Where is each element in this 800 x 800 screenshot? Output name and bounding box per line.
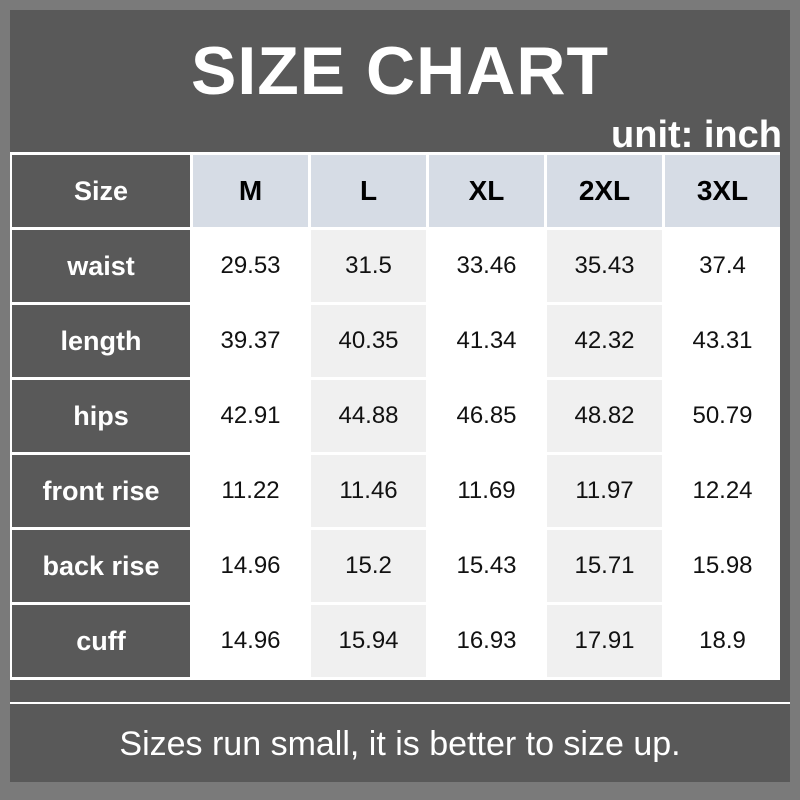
measurement-cell: 12.24 [662,452,780,530]
measurement-cell: 15.2 [308,527,429,605]
footer-note: Sizes run small, it is better to size up… [10,702,790,784]
table-row: back rise 14.96 15.2 15.43 15.71 15.98 [10,527,780,605]
size-header: 3XL [662,152,780,230]
measurement-cell: 29.53 [190,227,311,305]
row-label: waist [10,227,193,305]
size-chart: SIZE CHART unit: inch Size M L XL 2XL 3XL wais… [10,10,790,782]
table-row: front rise 11.22 11.46 11.69 11.97 12.24 [10,452,780,530]
size-header: XL [426,152,547,230]
measurement-cell: 39.37 [190,302,311,380]
table-row: waist 29.53 31.5 33.46 35.43 37.4 [10,227,780,305]
table-row: hips 42.91 44.88 46.85 48.82 50.79 [10,377,780,455]
row-label: cuff [10,602,193,680]
size-table: Size M L XL 2XL 3XL waist 29.53 31.5 33.46 35.43 37… [10,152,780,680]
measurement-cell: 40.35 [308,302,429,380]
measurement-cell: 31.5 [308,227,429,305]
measurement-cell: 15.43 [426,527,547,605]
measurement-cell: 15.98 [662,527,780,605]
measurement-cell: 46.85 [426,377,547,455]
measurement-cell: 11.46 [308,452,429,530]
measurement-cell: 41.34 [426,302,547,380]
row-label: back rise [10,527,193,605]
measurement-cell: 17.91 [544,602,665,680]
size-header: 2XL [544,152,665,230]
measurement-cell: 42.32 [544,302,665,380]
row-label: front rise [10,452,193,530]
measurement-cell: 14.96 [190,527,311,605]
table-row: length 39.37 40.35 41.34 42.32 43.31 [10,302,780,380]
size-header: M [190,152,311,230]
measurement-cell: 14.96 [190,602,311,680]
header-label: Size [10,152,193,230]
measurement-cell: 37.4 [662,227,780,305]
chart-title: SIZE CHART [191,33,609,109]
measurement-cell: 50.79 [662,377,780,455]
row-label: hips [10,377,193,455]
table-row: cuff 14.96 15.94 16.93 17.91 18.9 [10,602,780,680]
measurement-cell: 18.9 [662,602,780,680]
measurement-cell: 11.69 [426,452,547,530]
measurement-cell: 48.82 [544,377,665,455]
row-label: length [10,302,193,380]
header-row: Size M L XL 2XL 3XL [10,152,780,230]
measurement-cell: 42.91 [190,377,311,455]
measurement-cell: 11.22 [190,452,311,530]
measurement-cell: 35.43 [544,227,665,305]
unit-label: unit: inch [611,114,782,156]
measurement-cell: 33.46 [426,227,547,305]
measurement-cell: 15.94 [308,602,429,680]
measurement-cell: 15.71 [544,527,665,605]
measurement-cell: 16.93 [426,602,547,680]
size-header: L [308,152,429,230]
measurement-cell: 43.31 [662,302,780,380]
measurement-cell: 11.97 [544,452,665,530]
measurement-cell: 44.88 [308,377,429,455]
